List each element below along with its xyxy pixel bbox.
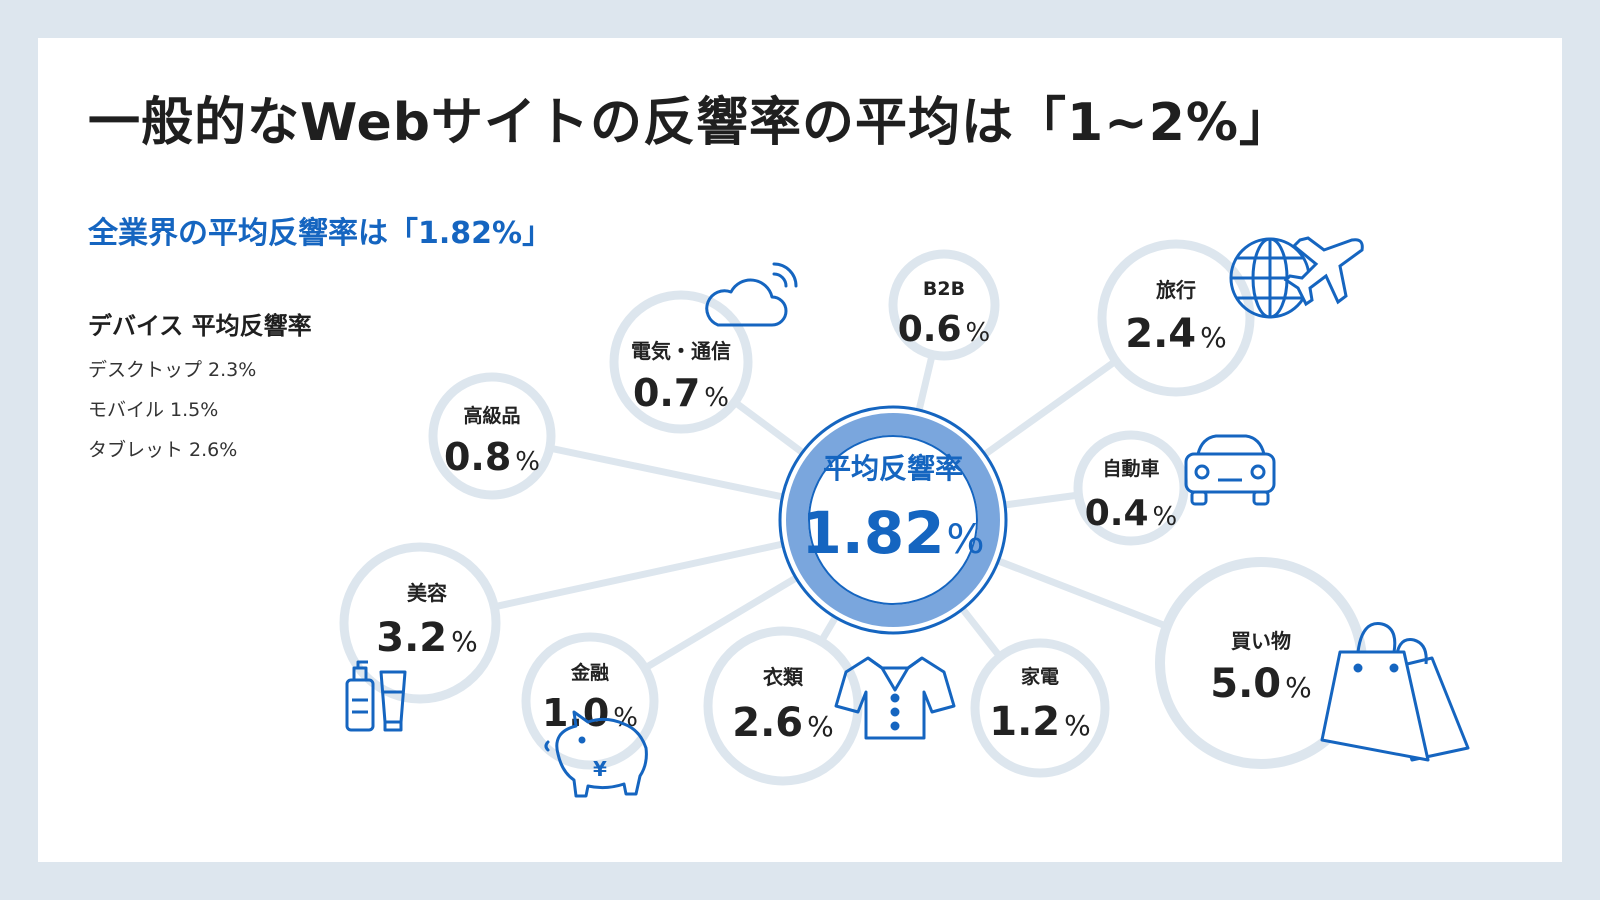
node-name-luxury: 高級品 <box>463 404 520 427</box>
svg-text:0.7%: 0.7% <box>633 371 729 415</box>
node-apparel: 衣類 2.6% <box>703 626 863 786</box>
center-value: 1.82 <box>801 499 944 567</box>
node-name-beauty: 美容 <box>407 581 447 605</box>
piggy-bank-yen-icon: ¥ <box>544 710 648 798</box>
svg-text:0.4%: 0.4% <box>1085 493 1178 534</box>
node-value-travel: 2.4 <box>1125 311 1196 357</box>
svg-text:1.0%: 1.0% <box>542 691 638 735</box>
node-value-auto: 0.4 <box>1085 493 1149 534</box>
device-list: デスクトップ 2.3% モバイル 1.5% タブレット 2.6% <box>88 350 256 470</box>
svg-text:3.2%: 3.2% <box>376 615 477 661</box>
svg-text:1.2%: 1.2% <box>989 699 1090 745</box>
svg-text:1.82%: 1.82% <box>801 499 984 567</box>
node-name-appliances: 家電 <box>1021 665 1059 688</box>
svg-text:0.8%: 0.8% <box>444 435 540 479</box>
node-name-travel: 旅行 <box>1156 278 1196 302</box>
node-value-shopping: 5.0 <box>1210 661 1281 707</box>
node-finance: 金融 1.0% <box>521 632 659 770</box>
device-heading: デバイス 平均反響率 <box>88 312 312 340</box>
node-telecom: 電気・通信 0.7% <box>609 290 753 434</box>
node-name-auto: 自動車 <box>1102 457 1159 480</box>
svg-text:¥: ¥ <box>593 757 607 781</box>
cloud-wifi-icon <box>705 262 798 327</box>
svg-text:5.0%: 5.0% <box>1210 661 1311 707</box>
node-shopping: 買い物 5.0% <box>1155 557 1367 769</box>
node-name-telecom: 電気・通信 <box>631 339 731 363</box>
shopping-bags-icon <box>1320 622 1470 762</box>
page-title: 一般的なWebサイトの反響率の平均は「1~2%」 <box>88 93 1293 153</box>
node-name-b2b: B2B <box>923 278 965 300</box>
node-beauty: 美容 3.2% <box>339 542 501 704</box>
svg-text:2.6%: 2.6% <box>732 700 833 746</box>
node-value-b2b: 0.6 <box>898 309 962 350</box>
device-item-tablet: タブレット 2.6% <box>88 439 238 461</box>
node-value-beauty: 3.2 <box>376 615 447 661</box>
center-label: 平均反響率 <box>823 452 963 485</box>
node-value-apparel: 2.6 <box>732 700 803 746</box>
node-auto: 自動車 0.4% <box>1073 430 1189 546</box>
cosmetics-bottles-icon <box>345 660 407 732</box>
node-name-shopping: 買い物 <box>1231 629 1291 653</box>
device-item-desktop: デスクトップ 2.3% <box>88 359 257 381</box>
node-travel: 旅行 2.4% <box>1097 239 1255 397</box>
node-b2b: B2B 0.6% <box>888 249 1000 361</box>
subtitle: 全業界の平均反響率は「1.82%」 <box>88 216 553 251</box>
shirt-icon <box>834 656 956 740</box>
node-name-finance: 金融 <box>570 661 609 684</box>
node-value-luxury: 0.8 <box>444 435 511 479</box>
globe-airplane-icon <box>1229 236 1364 319</box>
svg-text:0.6%: 0.6% <box>898 309 991 350</box>
device-item-mobile: モバイル 1.5% <box>88 399 219 421</box>
node-name-apparel: 衣類 <box>763 665 804 689</box>
node-luxury: 高級品 0.8% <box>428 372 556 500</box>
svg-text:2.4%: 2.4% <box>1125 311 1226 357</box>
node-value-telecom: 0.7 <box>633 371 700 415</box>
node-appliances: 家電 1.2% <box>970 638 1110 778</box>
car-icon <box>1184 434 1276 506</box>
center-node: 平均反響率 1.82% <box>778 405 1008 635</box>
node-value-appliances: 1.2 <box>989 699 1060 745</box>
